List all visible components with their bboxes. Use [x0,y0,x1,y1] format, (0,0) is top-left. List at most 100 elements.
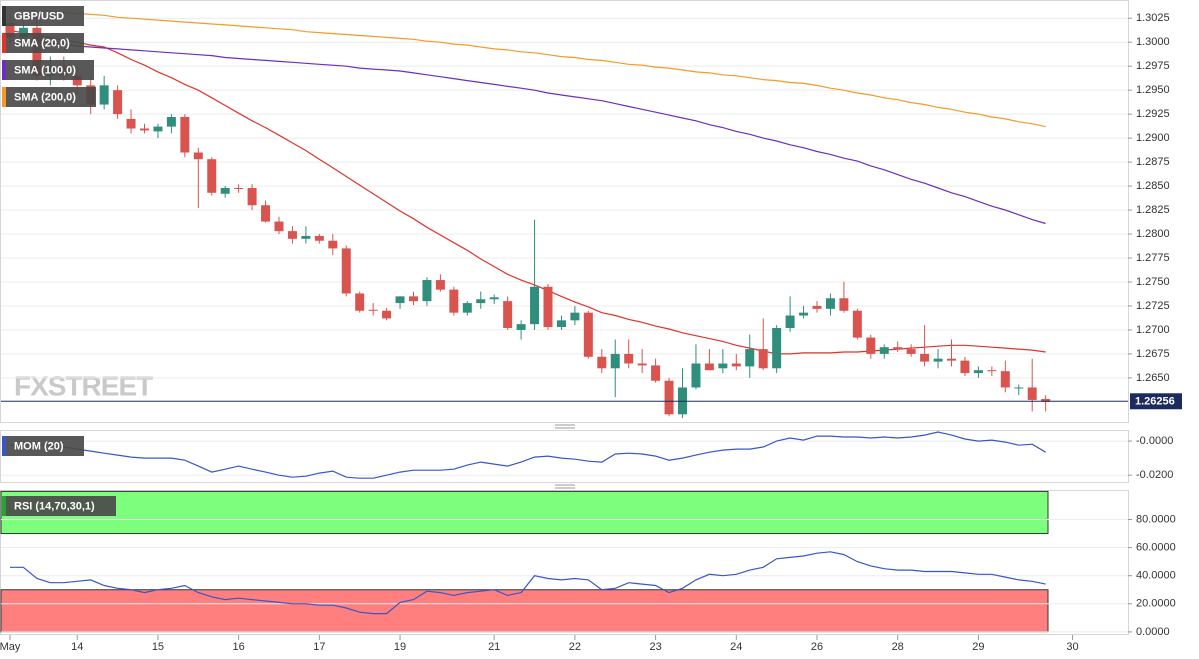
x-tick-label: 22 [569,641,581,653]
legend-label: SMA (200,0) [14,91,76,103]
candle-body [113,90,123,115]
candle-body [691,363,701,388]
candle-body [247,187,257,206]
x-tick-label: 17 [313,641,325,653]
y-tick-label: 1.2775 [1136,252,1170,264]
last-price-box [1130,393,1182,410]
x-tick-label: 16 [233,641,245,653]
x-tick-label: 24 [730,641,742,653]
candle-body [879,347,889,354]
x-tick-label: 19 [394,641,406,653]
candle-body [718,363,728,369]
y-tick-label: -0.0200 [1136,469,1173,481]
candle-body [933,358,943,362]
candle-body [839,298,849,311]
y-tick-label: 1.2900 [1136,132,1170,144]
candle-body [382,310,392,319]
candle-body [449,289,459,313]
candle-body [341,248,351,294]
candle-body [180,117,190,153]
candle-body [906,349,916,354]
y-tick-label: 1.2725 [1136,300,1170,312]
candle-body [503,301,513,329]
y-tick-label: 1.3025 [1136,12,1170,24]
y-tick-label: 1.2650 [1136,372,1170,384]
candle-body [960,360,970,374]
sma-line [9,8,1046,128]
legend-label: RSI (14,70,30,1) [14,500,95,512]
candle-body [610,353,620,369]
candle-body [72,75,82,86]
candle-body [852,310,862,338]
candle-body [920,353,930,362]
y-tick-label: -0.0000 [1136,435,1173,447]
legend-box [2,33,84,53]
last-price-label: 1.26256 [1135,396,1175,408]
candle-body [301,235,311,239]
legend-label: SMA (100,0) [14,64,76,76]
legend-label: SMA (20,0) [14,37,70,49]
legend-swatch [2,436,6,456]
y-tick-label: 1.2875 [1136,156,1170,168]
y-tick-label: 1.2975 [1136,60,1170,72]
candle-body [462,303,472,313]
candle-body [1027,387,1037,400]
sma-line [9,39,1046,225]
candle-body [731,363,741,367]
candle-body [570,312,580,321]
x-tick-label: 21 [488,641,500,653]
x-tick-label: 14 [71,641,83,653]
main-panel [0,0,1129,423]
candle-body [220,187,230,194]
candle-body [422,280,432,302]
candle-body [140,128,149,131]
candle-body [947,358,956,361]
candle-body [785,315,795,329]
candle-body [812,305,822,309]
y-tick-label: 0.0000 [1136,626,1170,638]
candle-body [193,152,203,160]
candle-body [395,296,405,304]
candle-body [489,297,499,300]
candle-body [1014,387,1024,389]
band [0,490,1049,535]
mom-panel [0,430,1129,483]
candle-body [355,293,365,311]
y-tick-label: 1.2850 [1136,180,1170,192]
band [0,589,1049,633]
legend-box [2,60,94,80]
candle-body [583,312,593,357]
candle-body [745,349,755,367]
y-tick-label: 1.2700 [1136,324,1170,336]
candle-body [287,231,297,239]
candle-body [314,235,324,241]
legend-swatch [2,33,6,53]
candle-body [99,85,109,105]
candle-body [799,312,809,316]
candle-body [624,353,634,364]
candle-body [5,23,15,38]
candle-body [261,205,271,222]
y-tick-label: 1.2925 [1136,108,1170,120]
indicator-line [10,551,1046,615]
candle-body [987,370,997,372]
indicator-line [10,431,1046,479]
legend-box [2,496,116,516]
y-tick-label: 60.0000 [1136,542,1176,554]
y-tick-label: 20.0000 [1136,598,1176,610]
candle-body [126,118,136,129]
candle-body [153,126,163,132]
x-tick-label: 15 [152,641,164,653]
candle-body [556,320,566,328]
legend-swatch [2,60,6,80]
candle-body [866,337,876,354]
x-tick-label: May [0,641,21,653]
candle-body [234,187,244,189]
legend-swatch [2,6,6,26]
legend-swatch [2,496,6,516]
candle-body [1000,371,1010,388]
candle-body [772,328,782,369]
legend-label: GBP/USD [14,10,64,22]
